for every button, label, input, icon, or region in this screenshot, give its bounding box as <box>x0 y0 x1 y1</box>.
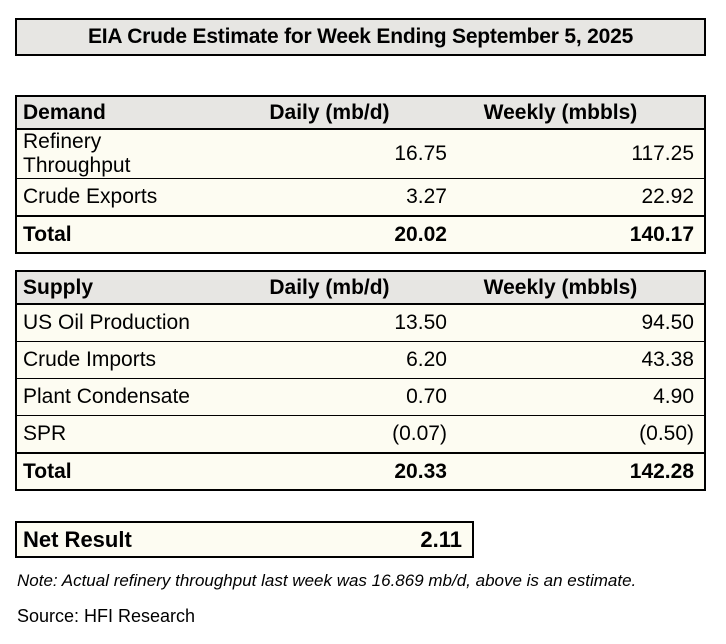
net-result-box: Net Result 2.11 <box>15 521 474 558</box>
daily-value: 6.20 <box>202 341 457 379</box>
report-title: EIA Crude Estimate for Week Ending Septe… <box>15 18 706 56</box>
demand-header-daily: Daily (mb/d) <box>202 96 457 130</box>
table-row-spr: SPR (0.07) (0.50) <box>16 415 705 453</box>
table-row-plant-condensate: Plant Condensate 0.70 4.90 <box>16 378 705 416</box>
table-row-crude-imports: Crude Imports 6.20 43.38 <box>16 341 705 379</box>
total-weekly-value: 142.28 <box>456 452 705 490</box>
net-result-label: Net Result <box>23 526 132 552</box>
weekly-value: 43.38 <box>456 341 705 379</box>
total-weekly-value: 140.17 <box>456 215 705 253</box>
net-result-value: 2.11 <box>420 526 462 552</box>
weekly-value: (0.50) <box>456 415 705 453</box>
supply-header-row: Supply Daily (mb/d) Weekly (mbbls) <box>16 271 705 305</box>
row-label: Crude Exports <box>16 178 203 216</box>
demand-header-label: Demand <box>16 96 203 130</box>
report-title-text: EIA Crude Estimate for Week Ending Septe… <box>87 25 634 48</box>
daily-value: 16.75 <box>394 142 447 165</box>
weekly-value: 22.92 <box>456 178 705 216</box>
table-row-refinery-throughput: Refinery Throughput 16.75 117.25 <box>16 129 705 179</box>
table-row-crude-exports: Crude Exports 3.27 22.92 <box>16 178 705 216</box>
supply-header-label: Supply <box>16 271 203 305</box>
supply-header-daily: Daily (mb/d) <box>202 271 457 305</box>
weekly-value: 117.25 <box>631 142 694 165</box>
total-label: Total <box>16 215 203 253</box>
total-label: Total <box>16 452 203 490</box>
total-daily-value: 20.33 <box>202 452 457 490</box>
row-label: Refinery Throughput <box>23 130 131 177</box>
source-attribution: Source: HFI Research <box>17 606 196 626</box>
supply-total-row: Total 20.33 142.28 <box>16 452 705 490</box>
row-label: SPR <box>16 415 203 453</box>
daily-value: 3.27 <box>202 178 457 216</box>
weekly-value: 4.90 <box>456 378 705 416</box>
demand-total-row: Total 20.02 140.17 <box>16 215 705 253</box>
row-label: Crude Imports <box>16 341 203 379</box>
demand-header-row: Demand Daily (mb/d) Weekly (mbbls) <box>16 96 705 130</box>
footnote: Note: Actual refinery throughput last we… <box>17 571 637 590</box>
total-daily-value: 20.02 <box>202 215 457 253</box>
table-row-us-oil-production: US Oil Production 13.50 94.50 <box>16 304 705 342</box>
row-label: US Oil Production <box>23 311 190 334</box>
daily-value: 13.50 <box>394 311 447 334</box>
row-label: Plant Condensate <box>16 378 203 416</box>
demand-table: Demand Daily (mb/d) Weekly (mbbls) Refin… <box>15 95 706 254</box>
supply-table: Supply Daily (mb/d) Weekly (mbbls) US Oi… <box>15 270 706 491</box>
demand-header-weekly: Weekly (mbbls) <box>456 96 705 130</box>
daily-value: (0.07) <box>202 415 457 453</box>
supply-header-weekly: Weekly (mbbls) <box>456 271 705 305</box>
daily-value: 0.70 <box>202 378 457 416</box>
weekly-value: 94.50 <box>641 311 694 334</box>
